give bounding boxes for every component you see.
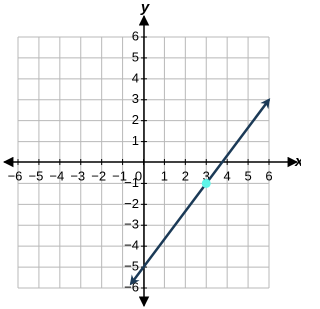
x-tick-label: −5: [29, 168, 44, 183]
y-tick-label: −2: [124, 196, 139, 211]
y-tick-label: 6: [132, 28, 139, 43]
x-tick-label: −6: [8, 168, 23, 183]
point: [201, 178, 211, 188]
y-axis-label: y: [140, 0, 150, 16]
y-tick-label: 2: [132, 112, 139, 127]
x-tick-label: −3: [70, 168, 85, 183]
x-tick-label: 6: [265, 168, 272, 183]
x-tick-label: −1: [112, 168, 127, 183]
x-axis-label: x: [294, 153, 301, 170]
y-tick-label: 3: [132, 91, 139, 106]
x-tick-label: −2: [91, 168, 106, 183]
y-tick-label: −1: [124, 175, 139, 190]
x-tick-label: 5: [244, 168, 251, 183]
x-tick-label: 4: [224, 168, 231, 183]
x-tick-label: 1: [161, 168, 168, 183]
y-tick-label: −3: [124, 217, 139, 232]
y-tick-label: 4: [132, 70, 139, 85]
line: [129, 98, 271, 286]
chart: x y −6−5−4−3−2−10123456−6−5−4−3−2−112345…: [2, 0, 301, 308]
y-tick-label: 5: [132, 49, 139, 64]
x-tick-label: 2: [182, 168, 189, 183]
y-tick-label: 1: [132, 133, 139, 148]
y-tick-label: −4: [124, 238, 139, 253]
x-tick-label: −4: [49, 168, 64, 183]
y-tick-label: −5: [124, 259, 139, 274]
